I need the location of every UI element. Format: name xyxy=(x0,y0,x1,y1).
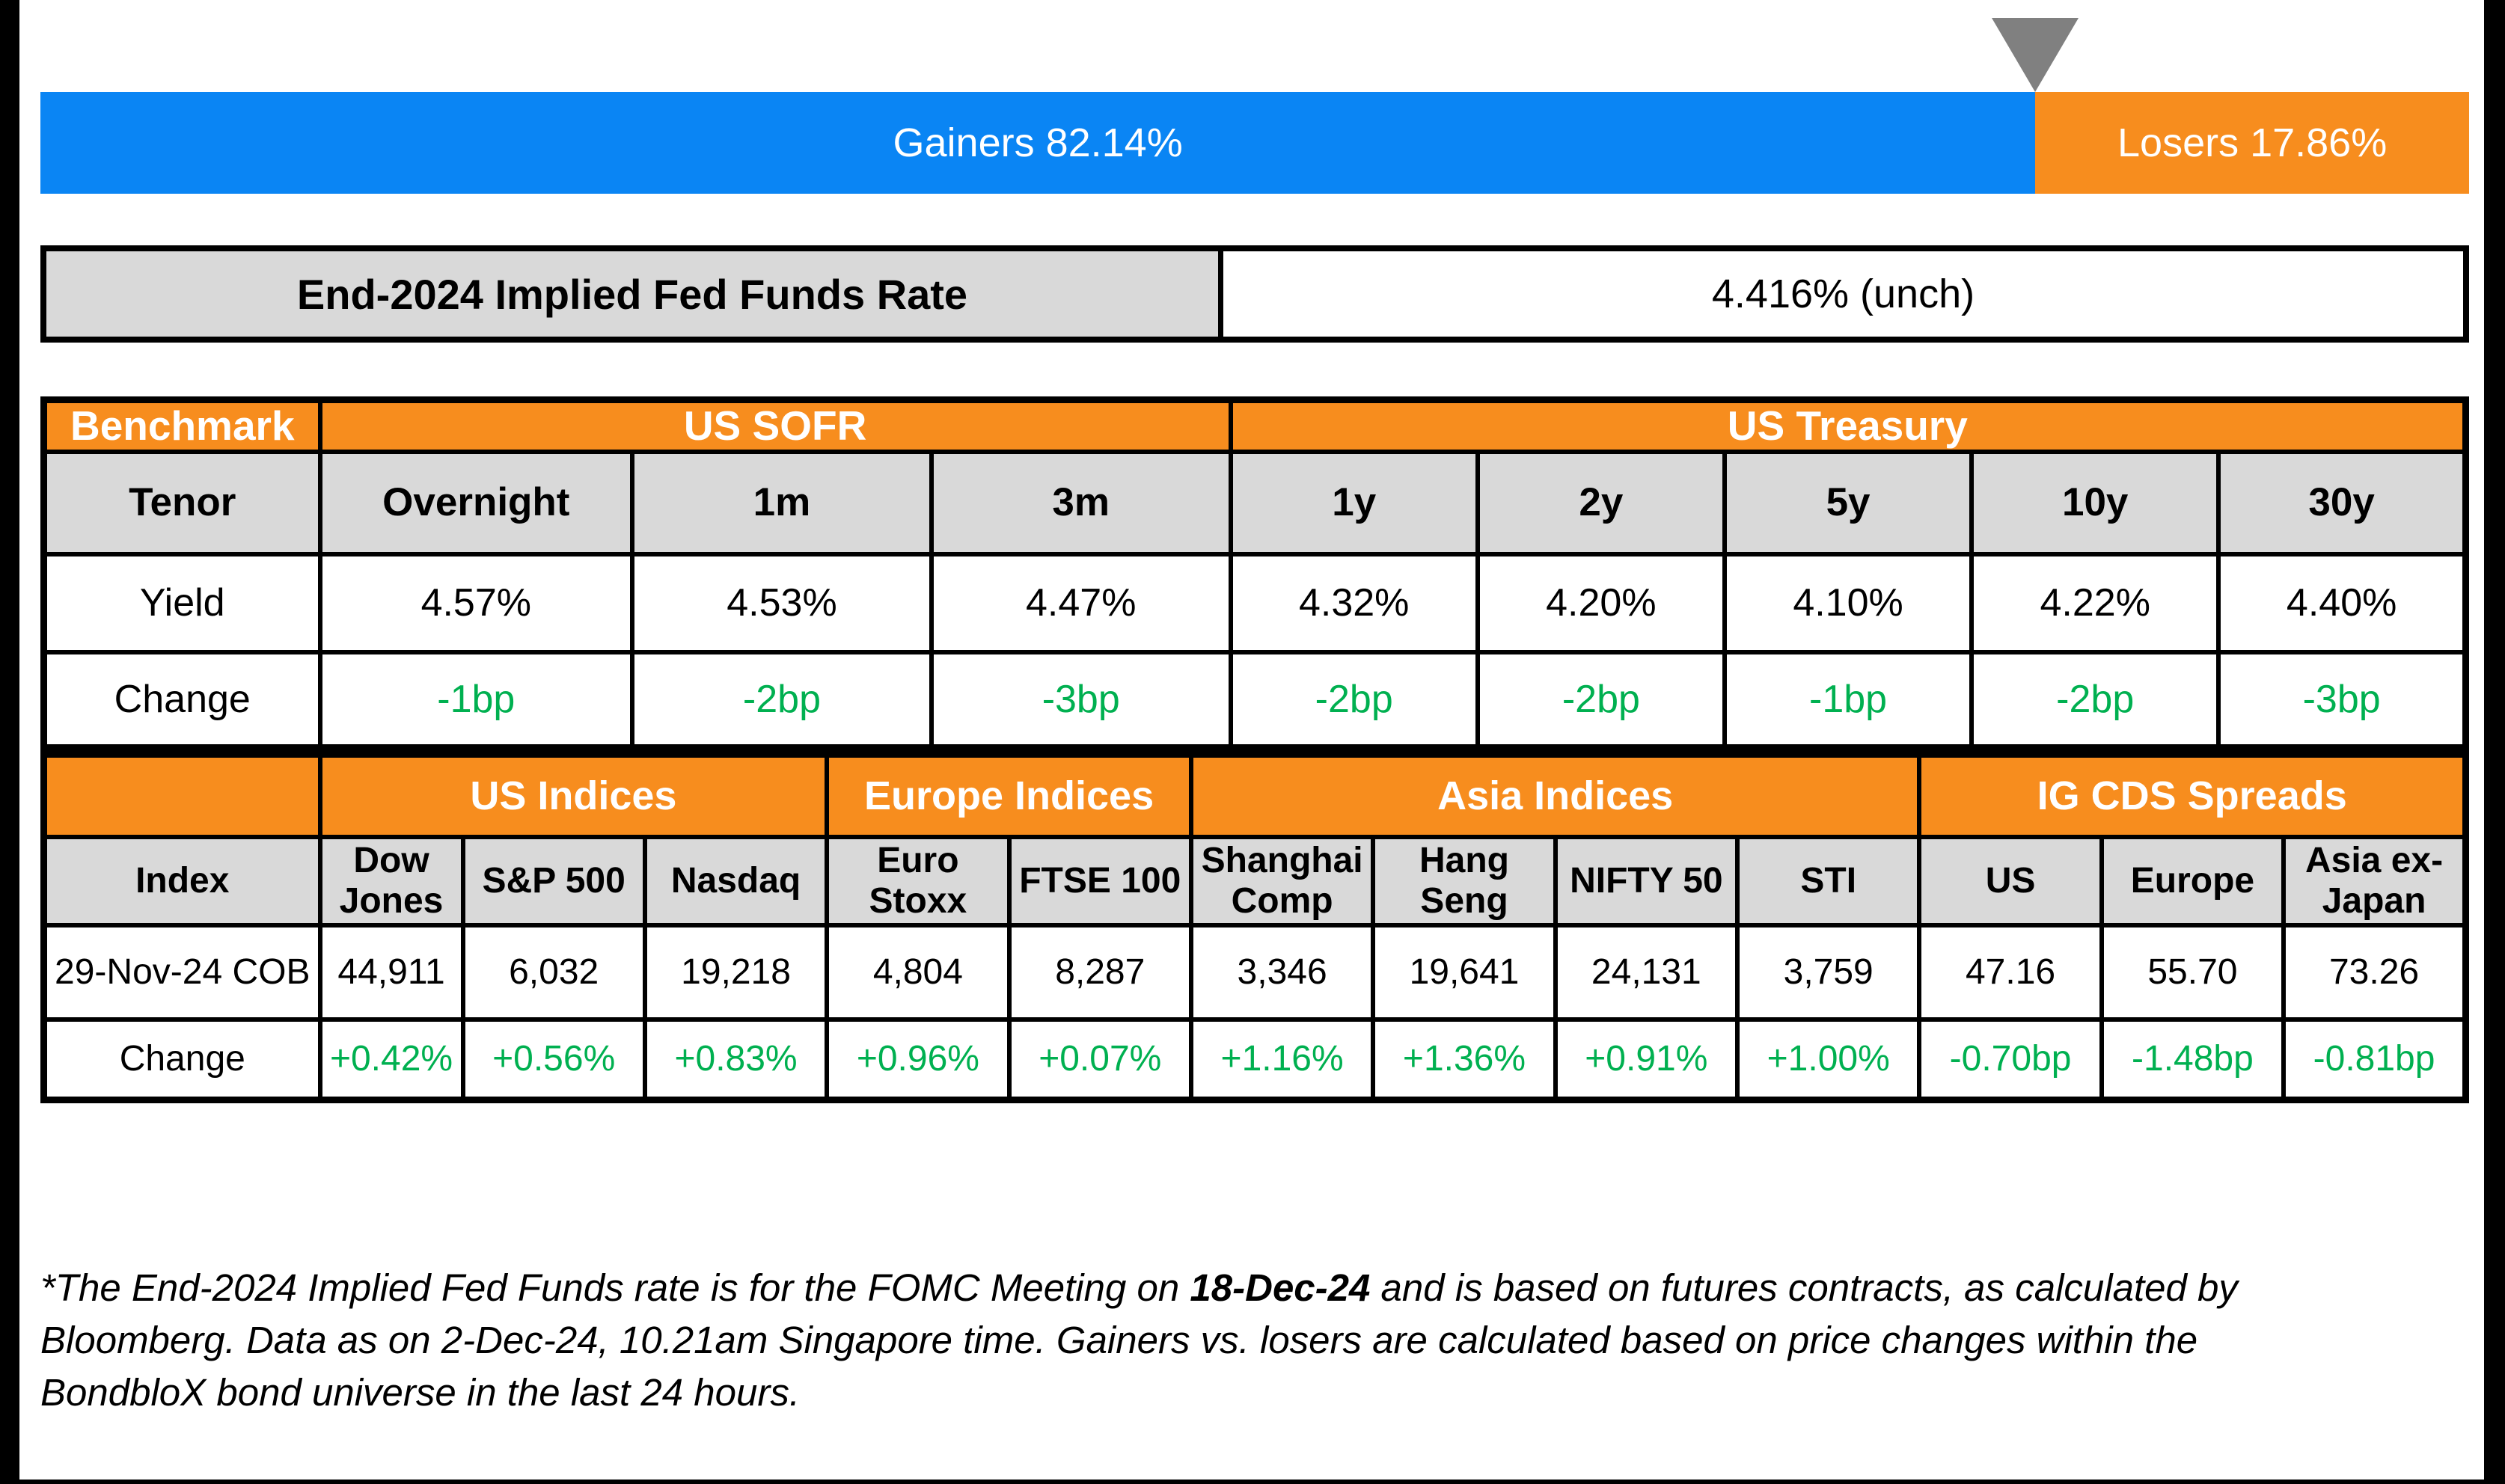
index-change-cell: +0.83% xyxy=(642,1017,830,1103)
bottom-border-band xyxy=(0,1480,2505,1484)
index-value-cell: 4,804 xyxy=(825,922,1012,1022)
index-value-cell: 55.70 xyxy=(2099,922,2287,1022)
index-header-cell: Hang Seng xyxy=(1371,834,1558,927)
index-change-cell: +0.42% xyxy=(317,1017,465,1103)
left-border-band xyxy=(0,0,19,1484)
fed-funds-row: End-2024 Implied Fed Funds Rate 4.416% (… xyxy=(40,245,2469,343)
change-value-cell: -2bp xyxy=(1969,649,2221,750)
gainers-losers-bar: Gainers 82.14% Losers 17.86% xyxy=(40,92,2469,194)
index-header-cell: FTSE 100 xyxy=(1006,834,1193,927)
tenor-header-cell: 1m xyxy=(630,449,934,556)
footnote-text-start: *The End-2024 Implied Fed Funds rate is … xyxy=(40,1266,1190,1310)
change-value-cell: -3bp xyxy=(2216,649,2468,750)
tenor-header-cell: 3m xyxy=(929,449,1233,556)
index-change-cell: -0.70bp xyxy=(1917,1017,2104,1103)
gainers-label: Gainers 82.14% xyxy=(893,120,1183,165)
index-header-cell: Euro Stoxx xyxy=(825,834,1012,927)
footnote-text-end: and is based on futures contracts, as ca… xyxy=(40,1266,2238,1414)
tenor-header-cell: 2y xyxy=(1475,449,1727,556)
index-value-cell: 47.16 xyxy=(1917,922,2104,1022)
index-change-cell: +0.96% xyxy=(825,1017,1012,1103)
fed-funds-label: End-2024 Implied Fed Funds Rate xyxy=(46,251,1223,337)
divider-triangle-icon xyxy=(1992,18,2079,92)
change-value-cell: -1bp xyxy=(1722,649,1975,750)
footnote-bold-date: 18-Dec-24 xyxy=(1190,1266,1371,1310)
index-value-cell: 6,032 xyxy=(460,922,647,1022)
yield-value-cell: 4.53% xyxy=(630,551,934,654)
index-change-cell: +1.16% xyxy=(1188,1017,1376,1103)
index-value-cell: 19,641 xyxy=(1371,922,1558,1022)
yield-value-cell: 4.40% xyxy=(2216,551,2468,654)
index-change-cell: +0.07% xyxy=(1006,1017,1193,1103)
index-change-cell: +1.36% xyxy=(1371,1017,1558,1103)
index-header-cell: S&P 500 xyxy=(460,834,647,927)
benchmark-corner-cell: Benchmark xyxy=(41,397,322,454)
benchmark-table: Benchmark US SOFR US Treasury Tenor Over… xyxy=(40,396,2469,752)
triangle-marker-row xyxy=(40,18,2469,92)
yield-value-cell: 4.10% xyxy=(1722,551,1975,654)
change-value-cell: -2bp xyxy=(1475,649,1727,750)
gainers-segment: Gainers 82.14% xyxy=(40,92,2036,194)
asia-indices-group-header: Asia Indices xyxy=(1188,752,1922,839)
index-header-cell: STI xyxy=(1735,834,1922,927)
tenor-header-cell: Overnight xyxy=(317,449,635,556)
europe-indices-group-header: Europe Indices xyxy=(825,752,1193,839)
content-area: Gainers 82.14% Losers 17.86% End-2024 Im… xyxy=(40,0,2469,1419)
index-header-cell: Asia ex-Japan xyxy=(2281,834,2468,927)
index-change-cell: +0.56% xyxy=(460,1017,647,1103)
index-change-cell: +1.00% xyxy=(1735,1017,1922,1103)
fed-funds-value: 4.416% (unch) xyxy=(1223,251,2463,337)
us-sofr-group-header: US SOFR xyxy=(317,397,1233,454)
index-value-cell: 19,218 xyxy=(642,922,830,1022)
us-indices-group-header: US Indices xyxy=(317,752,830,839)
index-value-cell: 3,346 xyxy=(1188,922,1376,1022)
ig-cds-group-header: IG CDS Spreads xyxy=(1917,752,2468,839)
yield-row-label: Yield xyxy=(41,551,322,654)
tenor-header-cell: 1y xyxy=(1228,449,1480,556)
index-change-cell: -1.48bp xyxy=(2099,1017,2287,1103)
index-header-cell: Dow Jones xyxy=(317,834,465,927)
right-border-band xyxy=(2484,0,2505,1484)
tenor-header-cell: 10y xyxy=(1969,449,2221,556)
index-change-cell: -0.81bp xyxy=(2281,1017,2468,1103)
index-change-cell: +0.91% xyxy=(1553,1017,1740,1103)
index-value-cell: 3,759 xyxy=(1735,922,1922,1022)
change-value-cell: -2bp xyxy=(1228,649,1480,750)
index-header-cell: Shanghai Comp xyxy=(1188,834,1376,927)
change-value-cell: -2bp xyxy=(630,649,934,750)
change-value-cell: -3bp xyxy=(929,649,1233,750)
change-value-cell: -1bp xyxy=(317,649,635,750)
index-header-cell: Europe xyxy=(2099,834,2287,927)
change-row-label: Change xyxy=(41,649,322,750)
index-header-cell: NIFTY 50 xyxy=(1553,834,1740,927)
losers-label: Losers 17.86% xyxy=(2117,120,2388,165)
indices-corner-cell xyxy=(41,752,322,839)
yield-value-cell: 4.20% xyxy=(1475,551,1727,654)
indices-change-row-label: Change xyxy=(41,1017,322,1103)
index-header-cell: US xyxy=(1917,834,2104,927)
yield-value-cell: 4.22% xyxy=(1969,551,2221,654)
losers-segment: Losers 17.86% xyxy=(2035,92,2469,194)
us-treasury-group-header: US Treasury xyxy=(1228,397,2468,454)
index-header-cell: Nasdaq xyxy=(642,834,830,927)
index-row-label: Index xyxy=(41,834,322,927)
index-value-cell: 44,911 xyxy=(317,922,465,1022)
tenor-header-cell: 30y xyxy=(2216,449,2468,556)
cob-row-label: 29-Nov-24 COB xyxy=(41,922,322,1022)
yield-value-cell: 4.47% xyxy=(929,551,1233,654)
yield-value-cell: 4.57% xyxy=(317,551,635,654)
tenor-header-cell: 5y xyxy=(1722,449,1975,556)
index-value-cell: 24,131 xyxy=(1553,922,1740,1022)
index-value-cell: 73.26 xyxy=(2281,922,2468,1022)
tenor-row-label: Tenor xyxy=(41,449,322,556)
footnote: *The End-2024 Implied Fed Funds rate is … xyxy=(40,1262,2326,1419)
yield-value-cell: 4.32% xyxy=(1228,551,1480,654)
index-value-cell: 8,287 xyxy=(1006,922,1193,1022)
indices-table: US Indices Europe Indices Asia Indices I… xyxy=(40,751,2469,1104)
